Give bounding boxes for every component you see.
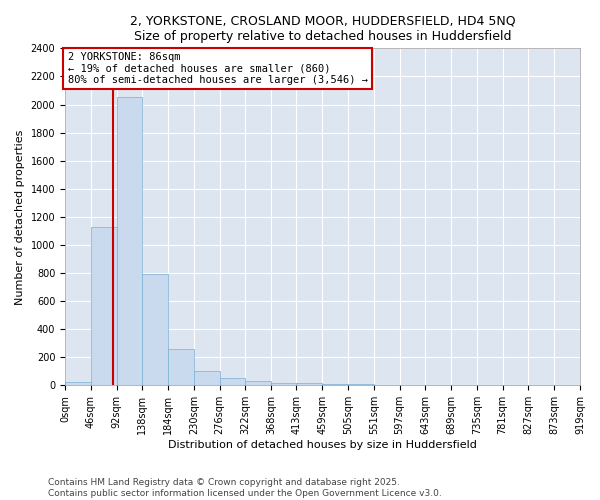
Bar	[374, 384, 400, 386]
Bar	[322, 384, 348, 386]
Bar	[271, 382, 297, 386]
Bar	[348, 384, 374, 386]
Bar	[116, 98, 142, 386]
Bar	[220, 378, 245, 386]
Text: 2 YORKSTONE: 86sqm
← 19% of detached houses are smaller (860)
80% of semi-detach: 2 YORKSTONE: 86sqm ← 19% of detached hou…	[68, 52, 368, 85]
Title: 2, YORKSTONE, CROSLAND MOOR, HUDDERSFIELD, HD4 5NQ
Size of property relative to : 2, YORKSTONE, CROSLAND MOOR, HUDDERSFIEL…	[130, 15, 515, 43]
Bar	[142, 274, 168, 386]
Bar	[194, 372, 220, 386]
Bar	[168, 349, 194, 386]
Bar	[91, 226, 116, 386]
Bar	[296, 383, 322, 386]
Bar	[65, 382, 91, 386]
X-axis label: Distribution of detached houses by size in Huddersfield: Distribution of detached houses by size …	[168, 440, 477, 450]
Bar	[245, 381, 271, 386]
Y-axis label: Number of detached properties: Number of detached properties	[15, 129, 25, 304]
Text: Contains HM Land Registry data © Crown copyright and database right 2025.
Contai: Contains HM Land Registry data © Crown c…	[48, 478, 442, 498]
Bar	[400, 385, 425, 386]
